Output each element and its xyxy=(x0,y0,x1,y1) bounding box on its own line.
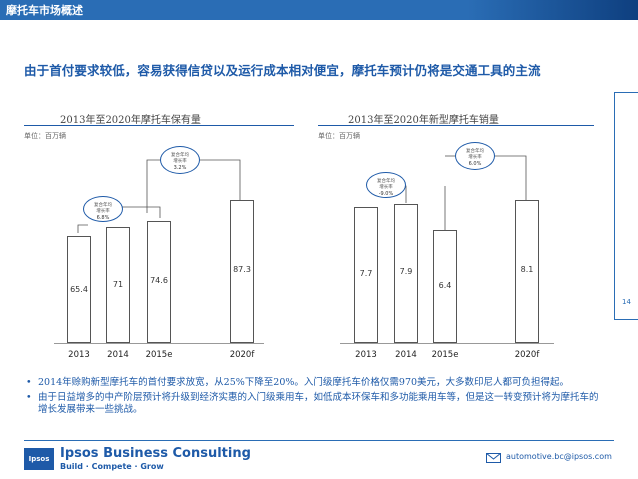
chart-1-title-rule xyxy=(24,125,294,126)
chart-2-bar xyxy=(354,207,378,343)
chart-2-baseline xyxy=(340,343,554,344)
chart-2-category-label: 2015e xyxy=(431,350,459,360)
cagr-bubble-label: 增长率 xyxy=(468,155,482,160)
chart-2-bar xyxy=(394,203,418,343)
bullet-text: 2014年赊购新型摩托车的首付要求放宽，从25%下降至20%。入门级摩托车价格仅… xyxy=(38,377,570,388)
cagr-bubble-value: -9.0% xyxy=(378,191,394,197)
chart-1-unit: 单位：百万辆 xyxy=(24,132,66,140)
chart-1-category-label: 2015e xyxy=(145,350,173,360)
chart-2-bar-value: 7.7 xyxy=(359,268,373,278)
cagr-bubble-value: 6.8% xyxy=(96,215,110,221)
cagr-bubble-label: 增长率 xyxy=(173,159,187,164)
chart-1-bar-value: 71 xyxy=(112,279,124,289)
chart-2-title: 2013年至2020年新型摩托车销量 xyxy=(348,115,499,126)
chart-1-title: 2013年至2020年摩托车保有量 xyxy=(60,115,201,126)
chart-1-baseline xyxy=(54,343,264,344)
chart-2-category-label: 2013 xyxy=(355,350,377,360)
cagr-bubble: 复合年均 增长率 -9.0% xyxy=(366,172,406,198)
chart-1-bar-value: 87.3 xyxy=(233,265,251,274)
bullet-dot-icon: • xyxy=(26,377,32,388)
cagr-bubble-label: 复合年均 xyxy=(466,149,484,154)
bullet-text: 由于日益增多的中产阶层预计将升级到经济实惠的入门级乘用车，如低成本环保车和多功能… xyxy=(38,392,599,415)
chart-1-category-label: 2020f xyxy=(229,350,255,360)
cagr-bubble: 复合年均 增长率 6.0% xyxy=(455,142,495,170)
cagr-bubble-value: 6.0% xyxy=(468,161,482,167)
cagr-bubble-label: 增长率 xyxy=(96,209,110,214)
chart-1-category-label: 2014 xyxy=(107,350,129,360)
banner-gradient xyxy=(468,0,638,20)
ipsos-logo: Ipsos xyxy=(24,448,54,470)
brand-tagline: Build · Compete · Grow xyxy=(60,462,164,471)
cagr-bubble-label: 复合年均 xyxy=(171,153,189,158)
cagr-bubble-value: 3.2% xyxy=(173,165,187,171)
bullet-item: • 2014年赊购新型摩托车的首付要求放宽，从25%下降至20%。入门级摩托车价… xyxy=(24,377,604,389)
chart-1-bar xyxy=(147,220,171,343)
cagr-bubble-label: 复合年均 xyxy=(377,179,395,184)
chart-2-category-label: 2020f xyxy=(514,350,540,360)
section-title: 摩托车市场概述 xyxy=(6,4,83,17)
footer-rule xyxy=(24,440,614,441)
slide-headline: 由于首付要求较低，容易获得信贷以及运行成本相对便宜，摩托车预计仍将是交通工具的主… xyxy=(24,63,541,78)
chart-1-bar xyxy=(230,200,254,343)
contact-email[interactable]: automotive.bc@ipsos.com xyxy=(506,452,612,461)
top-banner: 摩托车市场概述 xyxy=(0,0,638,20)
chart-2-unit: 单位：百万辆 xyxy=(318,132,360,140)
chart-2-bar xyxy=(433,230,457,343)
bullet-item: • 由于日益增多的中产阶层预计将升级到经济实惠的入门级乘用车，如低成本环保车和多… xyxy=(24,392,604,416)
chart-1-bar xyxy=(67,235,91,343)
bullet-dot-icon: • xyxy=(26,392,32,403)
chart-1-bar-value: 74.6 xyxy=(150,276,168,286)
page-number: 14 xyxy=(622,298,631,306)
mail-icon xyxy=(486,453,501,463)
chart-2-bar-value: 7.9 xyxy=(399,266,413,276)
chart-1-category-label: 2013 xyxy=(68,350,90,360)
cagr-bubble-label: 复合年均 xyxy=(94,203,112,208)
chart-2-bar-value: 8.1 xyxy=(520,265,534,274)
cagr-bubble: 复合年均 增长率 3.2% xyxy=(160,146,200,174)
chart-2-bar xyxy=(515,200,539,343)
cagr-bubble: 复合年均 增长率 6.8% xyxy=(83,196,123,222)
chart-2-category-label: 2014 xyxy=(395,350,417,360)
chart-2-title-rule xyxy=(318,125,594,126)
chart-1-bar-value: 65.4 xyxy=(70,284,88,294)
side-tab: 14 xyxy=(614,92,638,320)
cagr-bubble-label: 增长率 xyxy=(379,185,393,190)
chart-2-bar-value: 6.4 xyxy=(438,281,452,291)
chart-1-bar xyxy=(106,226,130,343)
bullet-list: • 2014年赊购新型摩托车的首付要求放宽，从25%下降至20%。入门级摩托车价… xyxy=(24,377,604,419)
brand-name: Ipsos Business Consulting xyxy=(60,446,251,461)
